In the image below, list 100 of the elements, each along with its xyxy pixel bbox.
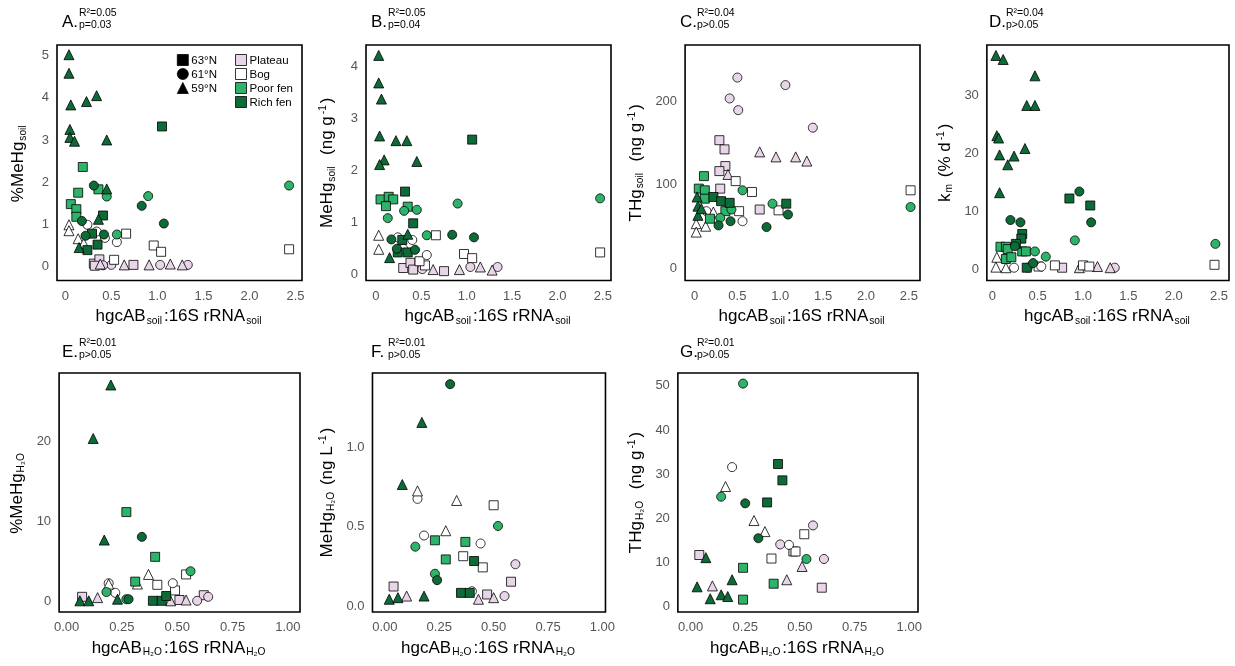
text: R²=0.05 <box>79 5 117 18</box>
y-tick-label: 0 <box>971 261 979 277</box>
legend-label: 61°N <box>191 68 218 80</box>
y-tick-label: 0 <box>662 598 670 614</box>
x-tick-label: 0.5 <box>1028 287 1047 303</box>
x-tick-label: 0 <box>988 287 996 303</box>
y-tick-label: 2 <box>41 173 49 189</box>
y-tick-label: 20 <box>655 509 670 525</box>
x-tick-label: 2.5 <box>593 287 612 303</box>
chart-title: G. <box>680 342 698 361</box>
y-tick-label: 1.0 <box>346 438 365 454</box>
legend-label: Rich fen <box>249 96 292 108</box>
x-tick-label: 2.0 <box>548 287 567 303</box>
y-tick-label: 4 <box>350 58 358 74</box>
x-tick-label: 1.00 <box>589 619 616 634</box>
chart-title: C. <box>680 12 697 31</box>
x-axis-title: hgcABH₂O:16S rRNAH₂O <box>401 637 575 657</box>
y-tick-label: 0.5 <box>346 518 365 534</box>
text: p>0.05 <box>697 347 730 360</box>
text: R²=0.01 <box>388 335 426 348</box>
y-tick-label: 10 <box>36 513 52 529</box>
y-axis-title: %MeHgH₂O <box>7 453 27 534</box>
x-tick-label: 1.5 <box>1119 287 1138 303</box>
y-tick-label: 100 <box>655 176 678 192</box>
x-tick-label: 0.75 <box>219 619 246 634</box>
text: p=0.04 <box>388 17 421 30</box>
text: p>0.05 <box>697 17 730 30</box>
y-tick-label: 1 <box>41 216 49 232</box>
legend-label: 59°N <box>191 82 218 94</box>
x-tick-label: 0 <box>690 287 699 303</box>
text: R²=0.04 <box>1006 5 1044 18</box>
x-tick-label: 0.25 <box>426 619 452 634</box>
x-tick-label: 2.0 <box>1164 287 1183 303</box>
legend-label: 63°N <box>191 54 218 66</box>
x-tick-label: 0 <box>372 287 380 303</box>
text: p>0.05 <box>1006 17 1039 30</box>
x-tick-label: 0.75 <box>841 619 868 634</box>
y-tick-label: 20 <box>964 145 979 161</box>
text: p=0.03 <box>79 17 112 30</box>
text: p>0.05 <box>79 347 112 360</box>
x-tick-label: 0 <box>61 287 69 303</box>
chart-title: B. <box>371 12 388 31</box>
x-tick-label: 1.0 <box>148 287 167 303</box>
y-tick-label: 4 <box>41 89 49 105</box>
x-tick-label: 0.50 <box>481 619 507 634</box>
x-tick-label: 1.5 <box>503 287 522 303</box>
x-tick-label: 2.0 <box>856 287 876 303</box>
legend-label: Bog <box>249 68 270 80</box>
x-tick-label: 2.5 <box>286 287 305 303</box>
y-tick-label: 10 <box>964 203 979 219</box>
text: R²=0.01 <box>697 335 735 348</box>
x-tick-label: 0.25 <box>732 619 758 634</box>
y-tick-label: 200 <box>655 92 678 108</box>
x-tick-label: 1.0 <box>457 287 476 303</box>
legend-label: Plateau <box>249 54 289 66</box>
x-tick-label: 2.0 <box>240 287 259 303</box>
y-tick-label: 50 <box>655 377 670 393</box>
x-tick-label: 0.00 <box>372 619 398 634</box>
x-tick-label: 0.5 <box>102 287 121 303</box>
x-axis-title: hgcABH₂O:16S rRNAH₂O <box>91 637 266 657</box>
x-tick-label: 2.5 <box>899 287 918 303</box>
x-axis-title: hgcABH₂O:16S rRNAH₂O <box>710 637 884 657</box>
x-tick-label: 0.75 <box>535 619 561 634</box>
y-tick-label: 0.0 <box>346 598 365 614</box>
text: R²=0.01 <box>79 335 117 348</box>
y-tick-label: 3 <box>350 110 358 126</box>
y-axis-title: %MeHgsoil <box>8 125 28 203</box>
legend-label: Poor fen <box>249 82 294 94</box>
x-axis-title: hgcABsoil:16S rRNAsoil <box>718 306 885 326</box>
x-tick-label: 1.5 <box>194 287 213 303</box>
y-tick-label: 10 <box>655 554 670 570</box>
y-axis-title: THgsoil (ng g-1) <box>625 104 645 222</box>
chart-title: E. <box>62 342 79 361</box>
x-tick-label: 0.5 <box>412 287 431 303</box>
y-tick-label: 40 <box>655 421 670 437</box>
y-axis-title: km (% d-1) <box>934 123 954 202</box>
y-tick-label: 0 <box>350 266 358 282</box>
y-tick-label: 0 <box>669 259 678 275</box>
x-tick-label: 0.00 <box>53 619 80 634</box>
text: p>0.05 <box>388 347 421 360</box>
x-tick-label: 0.50 <box>164 619 190 634</box>
chart-title: A. <box>62 12 79 31</box>
x-tick-label: 0.00 <box>677 619 704 634</box>
y-axis-title: MeHgH₂O (ng L-1) <box>316 427 336 558</box>
x-tick-label: 2.5 <box>1209 287 1229 303</box>
x-tick-label: 0.5 <box>728 287 747 303</box>
y-tick-label: 20 <box>36 433 52 449</box>
x-axis-title: hgcABsoil:16S rRNAsoil <box>95 306 262 326</box>
y-tick-label: 2 <box>350 162 358 178</box>
x-tick-label: 1.00 <box>896 619 922 634</box>
y-axis-title: THgH₂O (ng g-1) <box>625 431 645 554</box>
y-axis-title: MeHgsoil (ng g-1) <box>317 97 337 229</box>
text: R²=0.05 <box>388 5 426 18</box>
x-tick-label: 0.50 <box>787 619 813 634</box>
x-tick-label: 1.00 <box>275 619 301 634</box>
x-tick-label: 1.0 <box>1073 287 1093 303</box>
x-axis-title: hgcABsoil:16S rRNAsoil <box>404 306 571 326</box>
text: R²=0.04 <box>697 5 735 18</box>
y-tick-label: 30 <box>964 86 979 102</box>
chart-title: F. <box>371 342 385 361</box>
